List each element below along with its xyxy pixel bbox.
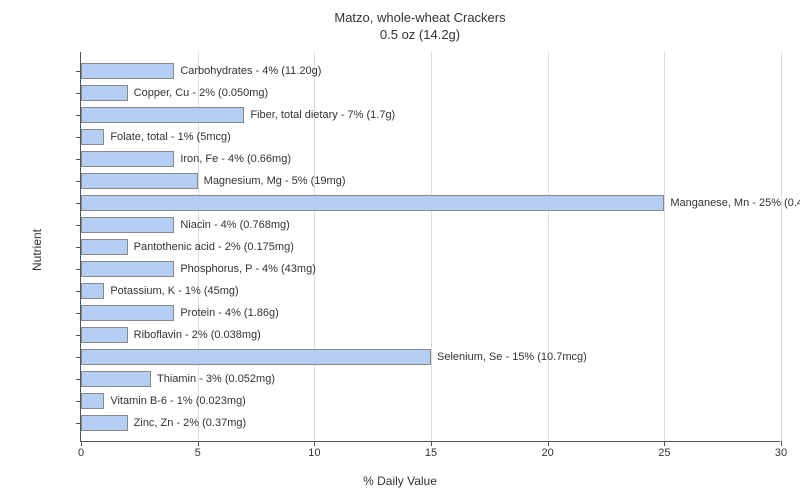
bar	[81, 129, 104, 145]
bar-label: Fiber, total dietary - 7% (1.7g)	[250, 109, 395, 121]
bar	[81, 217, 174, 233]
nutrient-chart: Matzo, whole-wheat Crackers 0.5 oz (14.2…	[0, 0, 800, 500]
bar	[81, 63, 174, 79]
x-axis-label: % Daily Value	[363, 474, 437, 488]
bar	[81, 85, 128, 101]
bar-row: Selenium, Se - 15% (10.7mcg)	[81, 349, 587, 365]
bar-row: Zinc, Zn - 2% (0.37mg)	[81, 415, 246, 431]
gridline	[548, 52, 549, 441]
bar-label: Niacin - 4% (0.768mg)	[180, 219, 289, 231]
bar-row: Protein - 4% (1.86g)	[81, 305, 279, 321]
bar-label: Copper, Cu - 2% (0.050mg)	[134, 87, 269, 99]
bar-row: Folate, total - 1% (5mcg)	[81, 129, 231, 145]
xtick-mark	[198, 441, 199, 446]
bar-label: Vitamin B-6 - 1% (0.023mg)	[110, 395, 246, 407]
bar	[81, 239, 128, 255]
bar-row: Fiber, total dietary - 7% (1.7g)	[81, 107, 395, 123]
bar	[81, 261, 174, 277]
chart-subtitle: 0.5 oz (14.2g)	[60, 27, 780, 42]
xtick-label: 0	[78, 447, 84, 459]
bar-label: Folate, total - 1% (5mcg)	[110, 131, 230, 143]
xtick-label: 30	[775, 447, 787, 459]
xtick-label: 15	[425, 447, 437, 459]
bar-label: Pantothenic acid - 2% (0.175mg)	[134, 241, 294, 253]
bar	[81, 151, 174, 167]
bar-row: Phosphorus, P - 4% (43mg)	[81, 261, 316, 277]
bar	[81, 107, 244, 123]
xtick-mark	[781, 441, 782, 446]
bar	[81, 195, 664, 211]
bar-label: Selenium, Se - 15% (10.7mcg)	[437, 351, 587, 363]
bar-label: Manganese, Mn - 25% (0.497mg)	[670, 197, 800, 209]
bar-label: Iron, Fe - 4% (0.66mg)	[180, 153, 291, 165]
xtick-label: 5	[195, 447, 201, 459]
bar-label: Potassium, K - 1% (45mg)	[110, 285, 238, 297]
bar-row: Thiamin - 3% (0.052mg)	[81, 371, 275, 387]
bar-label: Riboflavin - 2% (0.038mg)	[134, 329, 261, 341]
bar-label: Carbohydrates - 4% (11.20g)	[180, 65, 321, 77]
bar	[81, 327, 128, 343]
gridline	[664, 52, 665, 441]
bar-label: Zinc, Zn - 2% (0.37mg)	[134, 417, 246, 429]
bar-row: Magnesium, Mg - 5% (19mg)	[81, 173, 345, 189]
bar	[81, 371, 151, 387]
bar-row: Vitamin B-6 - 1% (0.023mg)	[81, 393, 246, 409]
bar-row: Iron, Fe - 4% (0.66mg)	[81, 151, 291, 167]
bar	[81, 305, 174, 321]
xtick-mark	[314, 441, 315, 446]
xtick-label: 25	[658, 447, 670, 459]
xtick-mark	[664, 441, 665, 446]
xtick-label: 20	[542, 447, 554, 459]
gridline	[431, 52, 432, 441]
xtick-mark	[548, 441, 549, 446]
bar	[81, 349, 431, 365]
bar-label: Magnesium, Mg - 5% (19mg)	[204, 175, 346, 187]
bar-label: Phosphorus, P - 4% (43mg)	[180, 263, 316, 275]
y-axis-label: Nutrient	[30, 229, 44, 271]
bar	[81, 415, 128, 431]
plot-area: 051015202530Carbohydrates - 4% (11.20g)C…	[80, 52, 780, 442]
bar-row: Manganese, Mn - 25% (0.497mg)	[81, 195, 800, 211]
bar-row: Carbohydrates - 4% (11.20g)	[81, 63, 321, 79]
bar	[81, 283, 104, 299]
bar-row: Niacin - 4% (0.768mg)	[81, 217, 290, 233]
xtick-mark	[81, 441, 82, 446]
bar-row: Potassium, K - 1% (45mg)	[81, 283, 239, 299]
xtick-mark	[431, 441, 432, 446]
gridline	[781, 52, 782, 441]
chart-title: Matzo, whole-wheat Crackers	[60, 10, 780, 25]
bar-label: Protein - 4% (1.86g)	[180, 307, 278, 319]
bar	[81, 393, 104, 409]
bar-row: Copper, Cu - 2% (0.050mg)	[81, 85, 268, 101]
bar-label: Thiamin - 3% (0.052mg)	[157, 373, 275, 385]
bar	[81, 173, 198, 189]
xtick-label: 10	[308, 447, 320, 459]
bar-row: Riboflavin - 2% (0.038mg)	[81, 327, 261, 343]
bar-row: Pantothenic acid - 2% (0.175mg)	[81, 239, 294, 255]
